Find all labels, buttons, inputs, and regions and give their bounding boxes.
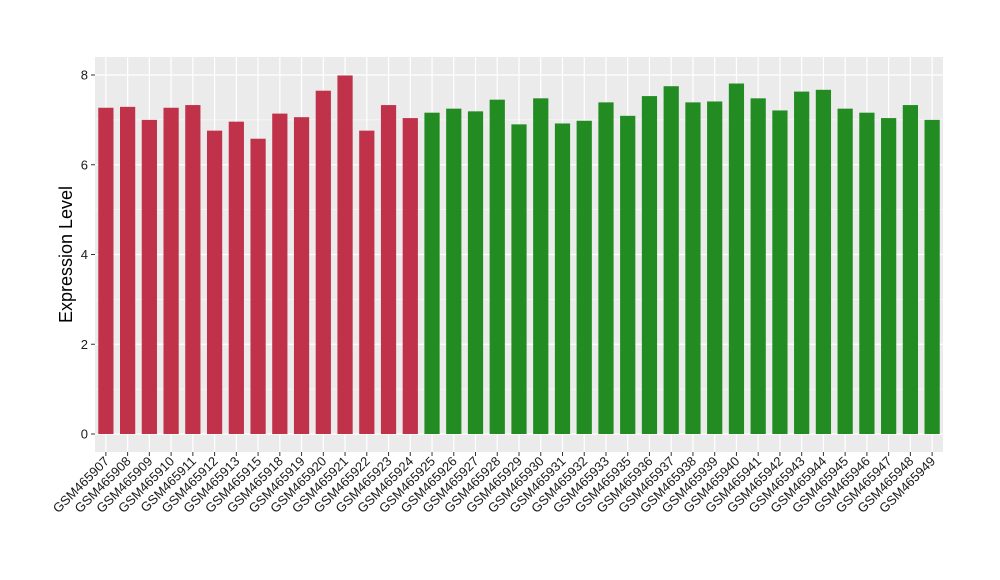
bar-GSM465925 [424, 112, 440, 434]
bar-GSM465941 [750, 98, 766, 435]
y-tick-label: 4 [81, 247, 88, 262]
bar-GSM465926 [446, 108, 462, 434]
bar-GSM465938 [685, 102, 701, 434]
bar-GSM465919 [293, 117, 310, 435]
bar-GSM465933 [598, 102, 614, 434]
bar-GSM465942 [772, 110, 788, 435]
bar-GSM465939 [707, 101, 723, 434]
y-axis-title: Expression Level [56, 186, 76, 323]
bar-GSM465931 [554, 123, 571, 434]
y-axis: 0 2 4 6 8 [81, 68, 95, 442]
bar-GSM465940 [728, 83, 745, 435]
y-tick-label: 2 [81, 337, 88, 352]
bar-GSM465928 [489, 99, 505, 435]
bar-GSM465949 [924, 119, 940, 434]
bar-GSM465912 [206, 130, 223, 434]
bar-GSM465943 [794, 91, 810, 434]
bar-GSM465948 [902, 105, 918, 434]
y-tick-label: 6 [81, 157, 88, 172]
bar-GSM465920 [315, 90, 331, 435]
x-axis: GSM465907GSM465908GSM465909GSM465910GSM4… [50, 452, 938, 516]
y-tick-label: 8 [81, 68, 88, 83]
bar-GSM465922 [359, 130, 375, 434]
bar-GSM465932 [576, 120, 592, 435]
bar-GSM465921 [337, 75, 353, 434]
bar-GSM465923 [380, 105, 397, 434]
bar-GSM465937 [663, 86, 679, 434]
bar-GSM465909 [141, 119, 157, 434]
bar-GSM465947 [881, 118, 897, 434]
bar-GSM465913 [228, 121, 244, 435]
bar-GSM465918 [272, 113, 288, 434]
bar-GSM465908 [120, 106, 136, 434]
bar-GSM465910 [163, 107, 179, 434]
bar-GSM465946 [859, 112, 875, 434]
bar-GSM465945 [837, 108, 853, 434]
bar-GSM465930 [533, 98, 549, 435]
bar-GSM465911 [185, 105, 201, 434]
bar-GSM465936 [641, 96, 658, 434]
bar-GSM465935 [620, 115, 636, 435]
bar-GSM465944 [815, 89, 832, 434]
bar-GSM465929 [511, 124, 527, 435]
y-tick-label: 0 [81, 427, 88, 442]
bar-GSM465924 [402, 118, 418, 434]
bar-GSM465915 [250, 138, 266, 434]
bar-GSM465927 [467, 111, 484, 434]
bars [98, 75, 940, 435]
bar-GSM465907 [98, 107, 114, 434]
